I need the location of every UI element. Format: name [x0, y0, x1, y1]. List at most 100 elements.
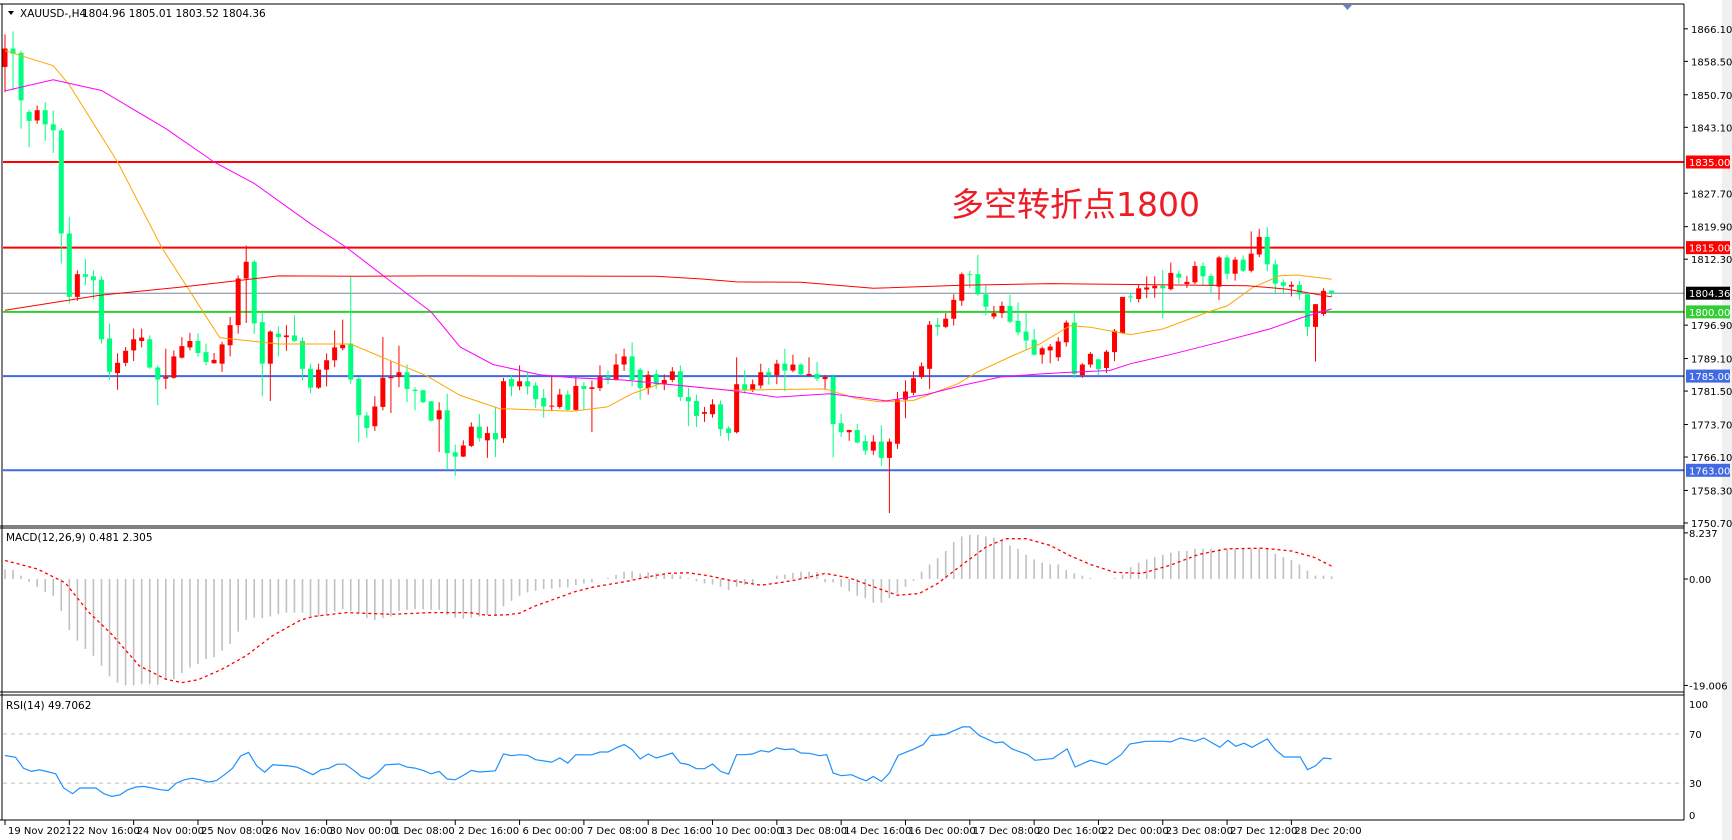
collapse-triangle-icon[interactable]	[8, 11, 14, 15]
candle	[894, 391, 900, 449]
candle	[1128, 292, 1134, 303]
candle	[1232, 257, 1238, 281]
candle	[267, 330, 273, 401]
price-tag-label: 1800.00	[1689, 308, 1730, 319]
candle-body	[1272, 264, 1278, 284]
candle	[838, 413, 844, 437]
candle	[902, 380, 908, 419]
candle	[1200, 262, 1206, 285]
candle-body	[653, 373, 659, 385]
candle	[991, 305, 997, 320]
candle-body	[1288, 284, 1294, 287]
candle	[1224, 254, 1230, 280]
candle	[74, 270, 80, 301]
candle	[66, 216, 72, 304]
candle-body	[1039, 348, 1045, 355]
candle	[1304, 293, 1310, 337]
candle-body	[846, 430, 852, 433]
candle	[26, 109, 32, 148]
macd-axis-label: -19.006	[1689, 681, 1728, 692]
candle-body	[324, 360, 330, 370]
candle-body	[525, 381, 531, 387]
price-tag-label: 1835.00	[1689, 158, 1730, 169]
candle	[846, 429, 852, 441]
moving-average-line-3	[4, 275, 1332, 311]
candle	[123, 346, 129, 367]
candle-body	[533, 385, 539, 400]
candle-body	[1184, 281, 1190, 285]
candle-body	[452, 452, 458, 457]
candle-body	[854, 430, 860, 443]
candle	[1248, 231, 1254, 273]
candle	[211, 352, 217, 364]
candle-body	[1023, 331, 1029, 341]
candle	[1216, 255, 1222, 300]
candle	[195, 333, 201, 357]
candle	[766, 367, 772, 385]
candle-body	[758, 372, 764, 386]
candle-body	[1232, 259, 1238, 274]
price-tick-label: 1796.90	[1691, 321, 1732, 332]
chart-shift-marker-icon[interactable]	[1343, 5, 1352, 10]
time-axis-label: 17 Dec 08:00	[973, 826, 1040, 837]
candle-body	[862, 441, 868, 451]
candle-body	[822, 376, 828, 380]
candle	[999, 301, 1005, 318]
candle	[1087, 352, 1093, 368]
candle-body	[1264, 236, 1270, 265]
candle	[171, 350, 177, 379]
candle-body	[790, 364, 796, 371]
candle	[147, 335, 153, 369]
price-tag	[1686, 369, 1730, 383]
candle-body	[1007, 305, 1013, 322]
candle	[790, 354, 796, 373]
time-axis-label: 20 Dec 16:00	[1037, 826, 1104, 837]
candle	[886, 438, 892, 514]
candle	[1015, 302, 1021, 336]
candle-body	[782, 363, 788, 371]
candle	[1095, 358, 1101, 375]
candle	[943, 313, 949, 329]
candle	[1055, 337, 1061, 362]
candle-body	[726, 428, 732, 434]
candle-body	[364, 415, 370, 428]
candle-body	[581, 385, 587, 389]
candle	[565, 390, 571, 412]
rsi-label: RSI(14) 49.7062	[6, 700, 91, 712]
candle-body	[830, 376, 836, 425]
candle	[597, 365, 603, 392]
candle-body	[251, 261, 257, 324]
macd-panel[interactable]	[4, 534, 1333, 686]
candle-body	[484, 433, 490, 441]
candle-body	[356, 378, 362, 416]
time-axis-label: 8 Dec 16:00	[651, 826, 712, 837]
price-panel[interactable]	[2, 31, 1685, 514]
candle-body	[436, 410, 442, 420]
candle-body	[227, 325, 233, 346]
candle-body	[1152, 285, 1158, 289]
candle	[710, 399, 716, 418]
candle	[822, 375, 828, 390]
candle-body	[468, 426, 474, 446]
rsi-panel[interactable]	[3, 726, 1684, 798]
candle-body	[894, 399, 900, 444]
candle	[444, 393, 450, 470]
candle	[340, 319, 346, 351]
candle-body	[1160, 285, 1166, 289]
candle	[452, 444, 458, 476]
price-tick-label: 1827.70	[1691, 189, 1732, 200]
candle-body	[2, 48, 8, 67]
candle	[862, 435, 868, 455]
candle-body	[1313, 304, 1319, 327]
candle-body	[155, 367, 161, 380]
candle	[517, 365, 523, 391]
candle	[605, 370, 611, 385]
candle-body	[404, 372, 410, 389]
macd-axis-label: 8.237	[1689, 529, 1718, 540]
candle	[235, 275, 241, 334]
candle	[372, 396, 378, 431]
candle	[557, 388, 563, 409]
candle	[581, 382, 587, 411]
rsi-axis-label: 70	[1689, 730, 1702, 741]
